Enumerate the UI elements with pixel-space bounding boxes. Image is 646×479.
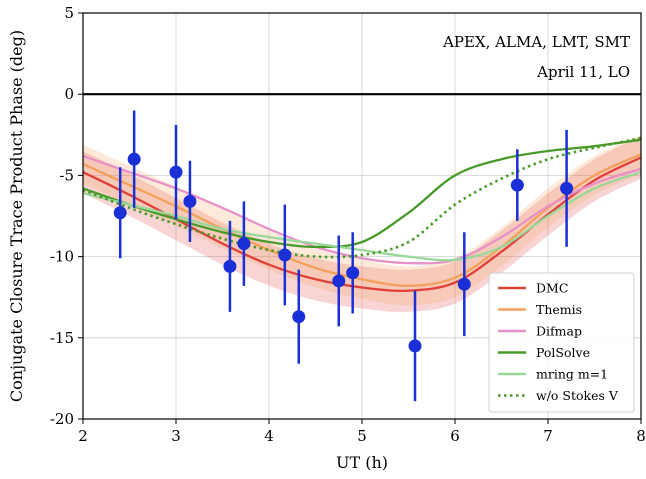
legend-label: w/o Stokes V	[536, 388, 619, 403]
data-point	[346, 266, 360, 280]
legend-box	[488, 272, 635, 413]
x-tick-label: 7	[543, 427, 553, 445]
data-point	[278, 248, 292, 262]
axis-ticks: 2 3 4 5 6 7 8 5 0 -5 -10 -15 -20	[50, 4, 646, 445]
data-point	[183, 194, 197, 208]
legend-label: Themis	[536, 302, 582, 317]
x-tick-label: 4	[264, 427, 274, 445]
legend-label: mring m=1	[536, 367, 608, 382]
uncertainty-bands	[83, 134, 641, 312]
legend-label: DMC	[536, 281, 568, 296]
x-tick-label: 2	[78, 427, 88, 445]
data-point	[408, 339, 422, 353]
data-point	[332, 274, 346, 288]
annotation-stations: APEX, ALMA, LMT, SMT	[442, 33, 630, 51]
annotation-date: April 11, LO	[536, 63, 630, 81]
y-tick-label: 5	[64, 4, 74, 22]
series-line	[82, 136, 642, 259]
y-tick-label: -10	[50, 248, 74, 266]
data-point	[169, 165, 183, 179]
y-tick-label: -15	[50, 329, 74, 347]
x-tick-label: 8	[636, 427, 646, 445]
y-tick-label: -5	[59, 166, 74, 184]
data-point	[560, 181, 574, 195]
y-tick-label: 0	[64, 85, 74, 103]
data-points	[113, 110, 574, 402]
data-point	[457, 277, 471, 291]
data-point	[223, 259, 237, 273]
data-point	[292, 310, 306, 324]
x-axis-label: UT (h)	[336, 453, 388, 472]
x-tick-label: 5	[357, 427, 367, 445]
uncertainty-band	[83, 134, 641, 306]
legend-label: Difmap	[536, 324, 582, 339]
x-tick-label: 3	[171, 427, 181, 445]
data-point	[113, 206, 127, 220]
x-tick-label: 6	[450, 427, 460, 445]
y-tick-label: -20	[50, 410, 74, 428]
data-point	[510, 178, 524, 192]
uncertainty-band	[83, 136, 641, 312]
y-axis-label: Conjugate Closure Trace Product Phase (d…	[7, 30, 26, 402]
data-point	[237, 237, 251, 251]
data-point	[127, 152, 141, 166]
legend: DMC Themis Difmap PolSolve mring m=1 w/o Stok…	[488, 272, 635, 413]
legend-label: PolSolve	[536, 345, 590, 360]
